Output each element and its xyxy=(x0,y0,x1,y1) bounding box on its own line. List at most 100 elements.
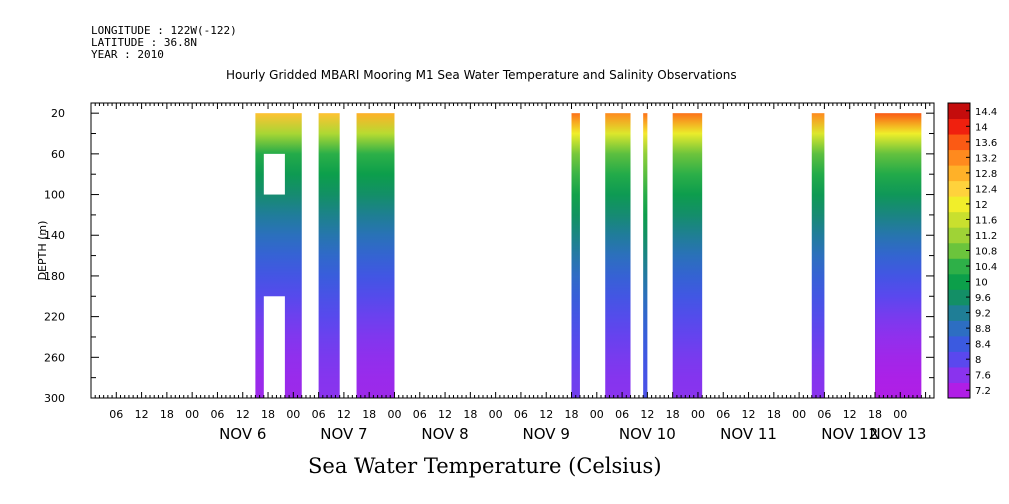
colorbar-swatch xyxy=(948,165,970,182)
colorbar-swatch xyxy=(948,227,970,244)
colorbar-label: 12 xyxy=(975,200,988,211)
x-hour-label: 06 xyxy=(109,408,123,421)
colorbar-swatch xyxy=(948,289,970,306)
colorbar-swatch xyxy=(948,242,970,259)
data-segment xyxy=(874,113,922,398)
colorbar-swatch xyxy=(948,366,970,383)
x-hour-label: 12 xyxy=(135,408,149,421)
x-day-label: NOV 8 xyxy=(421,425,468,443)
colorbar-swatch xyxy=(948,134,970,151)
colorbar-label: 12.4 xyxy=(975,184,997,195)
colorbar-label: 8.8 xyxy=(975,324,991,335)
x-hour-label: 12 xyxy=(539,408,553,421)
x-hour-label: 00 xyxy=(489,408,503,421)
colorbar-label: 8.4 xyxy=(975,340,991,351)
colorbar-swatch xyxy=(948,335,970,352)
x-hour-label: 18 xyxy=(868,408,882,421)
x-hour-label: 06 xyxy=(413,408,427,421)
x-hour-label: 18 xyxy=(565,408,579,421)
x-day-label: NOV 7 xyxy=(320,425,367,443)
colorbar-label: 13.2 xyxy=(975,153,997,164)
x-hour-label: 12 xyxy=(337,408,351,421)
y-tick-label: 20 xyxy=(51,107,65,120)
colorbar-label: 11.2 xyxy=(975,231,997,242)
x-hour-label: 06 xyxy=(817,408,831,421)
colorbar-label: 14.4 xyxy=(975,107,997,118)
year-label: YEAR : 2010 xyxy=(91,48,164,61)
x-hour-label: 12 xyxy=(640,408,654,421)
x-hour-label: 00 xyxy=(792,408,806,421)
latitude-label: LATITUDE : 36.8N xyxy=(91,36,197,49)
y-axis-label: DEPTH (m) xyxy=(36,221,49,281)
y-tick-label: 220 xyxy=(44,311,65,324)
colorbar-label: 7.6 xyxy=(975,371,991,382)
colorbar-swatch xyxy=(948,304,970,321)
y-tick-label: 260 xyxy=(44,351,65,364)
plot-area xyxy=(91,103,934,398)
x-hour-label: 00 xyxy=(691,408,705,421)
colorbar-swatch xyxy=(948,273,970,290)
x-hour-label: 18 xyxy=(767,408,781,421)
x-day-label: NOV 6 xyxy=(219,425,266,443)
x-hour-label: 12 xyxy=(438,408,452,421)
x-hour-label: 06 xyxy=(210,408,224,421)
colorbar-label: 14 xyxy=(975,122,988,133)
x-hour-label: 06 xyxy=(716,408,730,421)
y-tick-label: 140 xyxy=(44,229,65,242)
colorbar-swatch xyxy=(948,103,970,120)
x-hour-label: 18 xyxy=(463,408,477,421)
colorbar-label: 9.2 xyxy=(975,309,991,320)
data-segment xyxy=(571,113,580,398)
colorbar-label: 9.6 xyxy=(975,293,991,304)
x-day-label: NOV 13 xyxy=(870,425,927,443)
x-day-label: NOV 11 xyxy=(720,425,777,443)
colorbar-label: 7.2 xyxy=(975,386,991,397)
colorbar-swatch xyxy=(948,211,970,228)
x-day-label: NOV 12 xyxy=(821,425,878,443)
longitude-label: LONGITUDE : 122W(-122) xyxy=(91,24,237,37)
x-hour-label: 12 xyxy=(742,408,756,421)
colorbar-swatch xyxy=(948,118,970,135)
colorbar-swatch xyxy=(948,351,970,368)
x-hour-label: 12 xyxy=(236,408,250,421)
colorbar-label: 10.8 xyxy=(975,247,997,258)
data-segment xyxy=(643,113,648,398)
colorbar-label: 10.4 xyxy=(975,262,997,273)
data-segment xyxy=(672,113,703,398)
colorbar-swatch xyxy=(948,382,970,399)
x-hour-label: 18 xyxy=(666,408,680,421)
data-segment xyxy=(811,113,825,398)
y-tick-label: 100 xyxy=(44,189,65,202)
x-hour-label: 00 xyxy=(286,408,300,421)
data-segment xyxy=(605,113,631,398)
y-tick-label: 300 xyxy=(44,392,65,405)
x-day-label: NOV 10 xyxy=(619,425,676,443)
x-hour-label: 00 xyxy=(387,408,401,421)
x-hour-label: 00 xyxy=(185,408,199,421)
colorbar-label: 8 xyxy=(975,355,981,366)
colorbar-label: 12.8 xyxy=(975,169,997,180)
missing-data-block xyxy=(263,153,285,195)
x-hour-label: 18 xyxy=(362,408,376,421)
x-hour-label: 06 xyxy=(514,408,528,421)
x-hour-label: 00 xyxy=(590,408,604,421)
colorbar-swatch xyxy=(948,180,970,197)
x-hour-label: 12 xyxy=(843,408,857,421)
x-hour-label: 06 xyxy=(615,408,629,421)
colorbar-swatch xyxy=(948,149,970,166)
colorbar-label: 10 xyxy=(975,278,988,289)
colorbar-label: 13.6 xyxy=(975,138,997,149)
colorbar-swatch xyxy=(948,320,970,337)
data-segment xyxy=(318,113,340,398)
x-hour-label: 00 xyxy=(893,408,907,421)
chart-title: Hourly Gridded MBARI Mooring M1 Sea Wate… xyxy=(226,68,737,82)
data-segment xyxy=(356,113,395,398)
y-tick-label: 60 xyxy=(51,148,65,161)
colorbar-swatch xyxy=(948,258,970,275)
missing-data-block xyxy=(263,296,285,398)
x-hour-label: 06 xyxy=(312,408,326,421)
colorbar-title: Sea Water Temperature (Celsius) xyxy=(308,454,662,478)
x-hour-label: 18 xyxy=(261,408,275,421)
colorbar-label: 11.6 xyxy=(975,215,997,226)
